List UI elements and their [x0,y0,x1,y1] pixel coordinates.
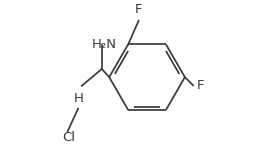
Text: H: H [74,92,84,105]
Text: F: F [197,79,204,92]
Text: Cl: Cl [62,131,75,144]
Text: H₂N: H₂N [92,38,117,51]
Text: F: F [135,3,142,16]
